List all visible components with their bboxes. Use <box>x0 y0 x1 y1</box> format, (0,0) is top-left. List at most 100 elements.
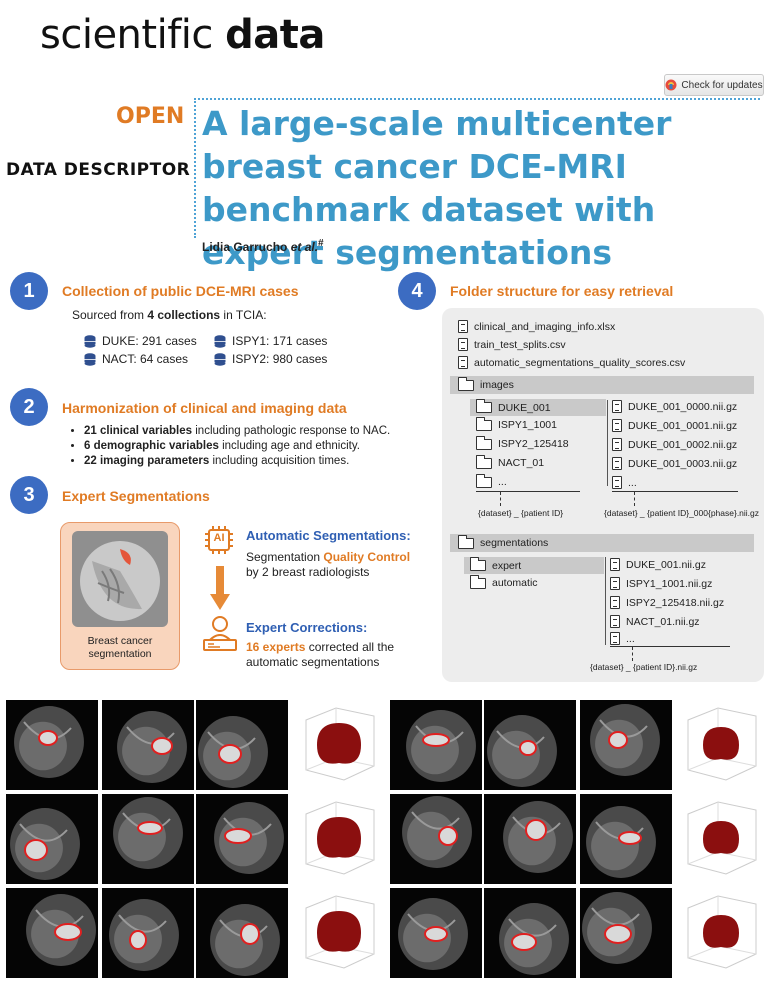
source-bold: 4 collections <box>147 308 221 322</box>
folder-name: NACT_01 <box>498 457 545 469</box>
root-file[interactable]: train_test_splits.csv <box>458 338 566 351</box>
bullet-item: 21 clinical variables including patholog… <box>84 424 390 439</box>
database-icon <box>84 334 96 348</box>
file-name: clinical_and_imaging_info.xlsx <box>474 320 616 333</box>
collection-label: ISPY2: 980 cases <box>232 352 328 366</box>
collection-ispy1: ISPY1: 171 cases <box>214 334 327 348</box>
seg-file-row[interactable]: ISPY2_125418.nii.gz <box>610 596 724 609</box>
mri-slice-image <box>6 700 98 790</box>
naming-bracket-left <box>476 491 580 492</box>
image-subfolder-row[interactable]: ISPY2_125418 <box>475 435 569 450</box>
image-subfolder-row[interactable]: NACT_01 <box>475 454 545 469</box>
bullet-rest: including age and ethnicity. <box>218 440 360 452</box>
mri-slice-image <box>580 700 672 790</box>
folder-name: ISPY1_1001 <box>498 419 557 431</box>
image-file-row[interactable]: DUKE_001_0001.nii.gz <box>612 419 737 432</box>
file-icon <box>610 577 620 590</box>
image-file-row[interactable]: DUKE_001_0002.nii.gz <box>612 438 737 451</box>
seg-subfolder-row[interactable]: automatic <box>469 574 538 589</box>
folder-icon <box>475 435 492 450</box>
mri-slice-image <box>390 794 482 884</box>
section1-source: Sourced from 4 collections in TCIA: <box>72 308 267 322</box>
file-name: DUKE_001_0001.nii.gz <box>628 419 738 432</box>
ai-chip-icon: AI <box>203 524 235 556</box>
images-folder-naming-note: {dataset} _ {patient ID} <box>478 508 564 518</box>
expert-corr-title: Expert Corrections: <box>246 620 368 635</box>
image-subfolder-row[interactable]: DUKE_001 <box>470 399 606 416</box>
collection-label: ISPY1: 171 cases <box>232 334 328 348</box>
author-line[interactable]: Lidia Garrucho et al.# <box>202 238 324 254</box>
file-name: ISPY2_125418.nii.gz <box>626 596 725 609</box>
naming-bracket-right <box>612 491 738 492</box>
bullet-bold: 22 imaging parameters <box>84 455 210 467</box>
bullet-bold: 6 demographic variables <box>84 440 219 452</box>
segmentation-3d-volume <box>678 888 764 978</box>
section2-title: Harmonization of clinical and imaging da… <box>62 400 347 416</box>
image-file-row[interactable]: ... <box>612 476 637 489</box>
segmentation-3d-volume <box>678 700 764 790</box>
bullet-item: 22 imaging parameters including acquisit… <box>84 454 390 469</box>
images-file-naming-note: {dataset} _ {patient ID}_000{phase}.nii.… <box>604 508 760 518</box>
seg-file-row[interactable]: DUKE_001.nii.gz <box>610 558 706 571</box>
mri-slice-image <box>196 888 288 978</box>
file-icon <box>612 419 622 432</box>
auto-pre: Segmentation <box>246 550 324 564</box>
mri-slice-image <box>196 700 288 790</box>
section-number-1: 1 <box>10 272 48 310</box>
image-file-row[interactable]: DUKE_001_0003.nii.gz <box>612 457 737 470</box>
radiologist-computer-icon <box>203 616 237 651</box>
author-etal: et al. <box>290 240 319 254</box>
file-icon <box>610 615 620 628</box>
file-name: DUKE_001.nii.gz <box>626 558 706 571</box>
image-subfolder-row[interactable]: ... <box>475 473 507 488</box>
folder-name: ISPY2_125418 <box>498 438 569 450</box>
root-file[interactable]: clinical_and_imaging_info.xlsx <box>458 320 615 333</box>
mri-slice-image <box>580 794 672 884</box>
folder-structure-panel <box>442 308 764 682</box>
article-title[interactable]: A large-scale multicenter breast cancer … <box>202 104 672 272</box>
check-for-updates-button[interactable]: Check for updates <box>664 74 764 96</box>
seg-file-row[interactable]: ISPY1_1001.nii.gz <box>610 577 712 590</box>
segmentations-folder-row[interactable]: segmentations <box>450 534 754 552</box>
mri-slice-image <box>484 794 576 884</box>
seg-file-row[interactable]: NACT_01.nii.gz <box>610 615 700 628</box>
auto-seg-title: Automatic Segmentations: <box>246 528 411 543</box>
section3-title: Expert Segmentations <box>62 488 210 504</box>
title-divider-vertical <box>194 98 196 238</box>
seg-subfolder-row[interactable]: expert <box>464 557 604 574</box>
collection-ispy2: ISPY2: 980 cases <box>214 352 327 366</box>
naming-tick-seg <box>632 647 633 661</box>
images-folder-row[interactable]: images <box>450 376 754 394</box>
naming-tick-right <box>634 492 635 506</box>
file-icon <box>612 457 622 470</box>
expert-corr-desc: 16 experts corrected all the automatic s… <box>246 640 432 670</box>
breast-cancer-card-label: Breast cancer segmentation <box>87 635 153 660</box>
file-name: train_test_splits.csv <box>474 338 566 351</box>
seg-file-row[interactable]: ... <box>610 632 635 645</box>
file-name: ... <box>626 632 635 645</box>
article-type-label: DATA DESCRIPTOR <box>6 160 191 180</box>
database-icon <box>84 352 96 366</box>
root-file[interactable]: automatic_segmentations_quality_scores.c… <box>458 356 685 369</box>
image-file-row[interactable]: DUKE_001_0000.nii.gz <box>612 400 737 413</box>
breast-cancer-card: Breast cancer segmentation <box>60 522 180 670</box>
collection-duke: DUKE: 291 cases <box>84 334 197 348</box>
tree-divider <box>605 557 606 645</box>
journal-logo: scientific data <box>40 12 325 58</box>
image-subfolder-row[interactable]: ISPY1_1001 <box>475 416 557 431</box>
bullet-rest: including acquisition times. <box>209 455 350 467</box>
folder-icon <box>475 473 492 488</box>
file-icon <box>458 356 468 369</box>
file-icon <box>610 558 620 571</box>
segmentation-3d-volume <box>678 794 764 884</box>
collection-label: DUKE: 291 cases <box>102 334 197 348</box>
ai-chip-label: AI <box>213 532 225 544</box>
journal-name-bold: data <box>225 12 325 58</box>
bullet-bold: 21 clinical variables <box>84 425 193 437</box>
folder-name: DUKE_001 <box>498 401 551 414</box>
check-for-updates-label: Check for updates <box>681 79 763 91</box>
section2-bullet-list: 21 clinical variables including patholog… <box>72 424 390 469</box>
mri-slice-image <box>6 794 98 884</box>
segmentation-3d-volume <box>296 888 382 978</box>
file-name: DUKE_001_0000.nii.gz <box>628 400 738 413</box>
